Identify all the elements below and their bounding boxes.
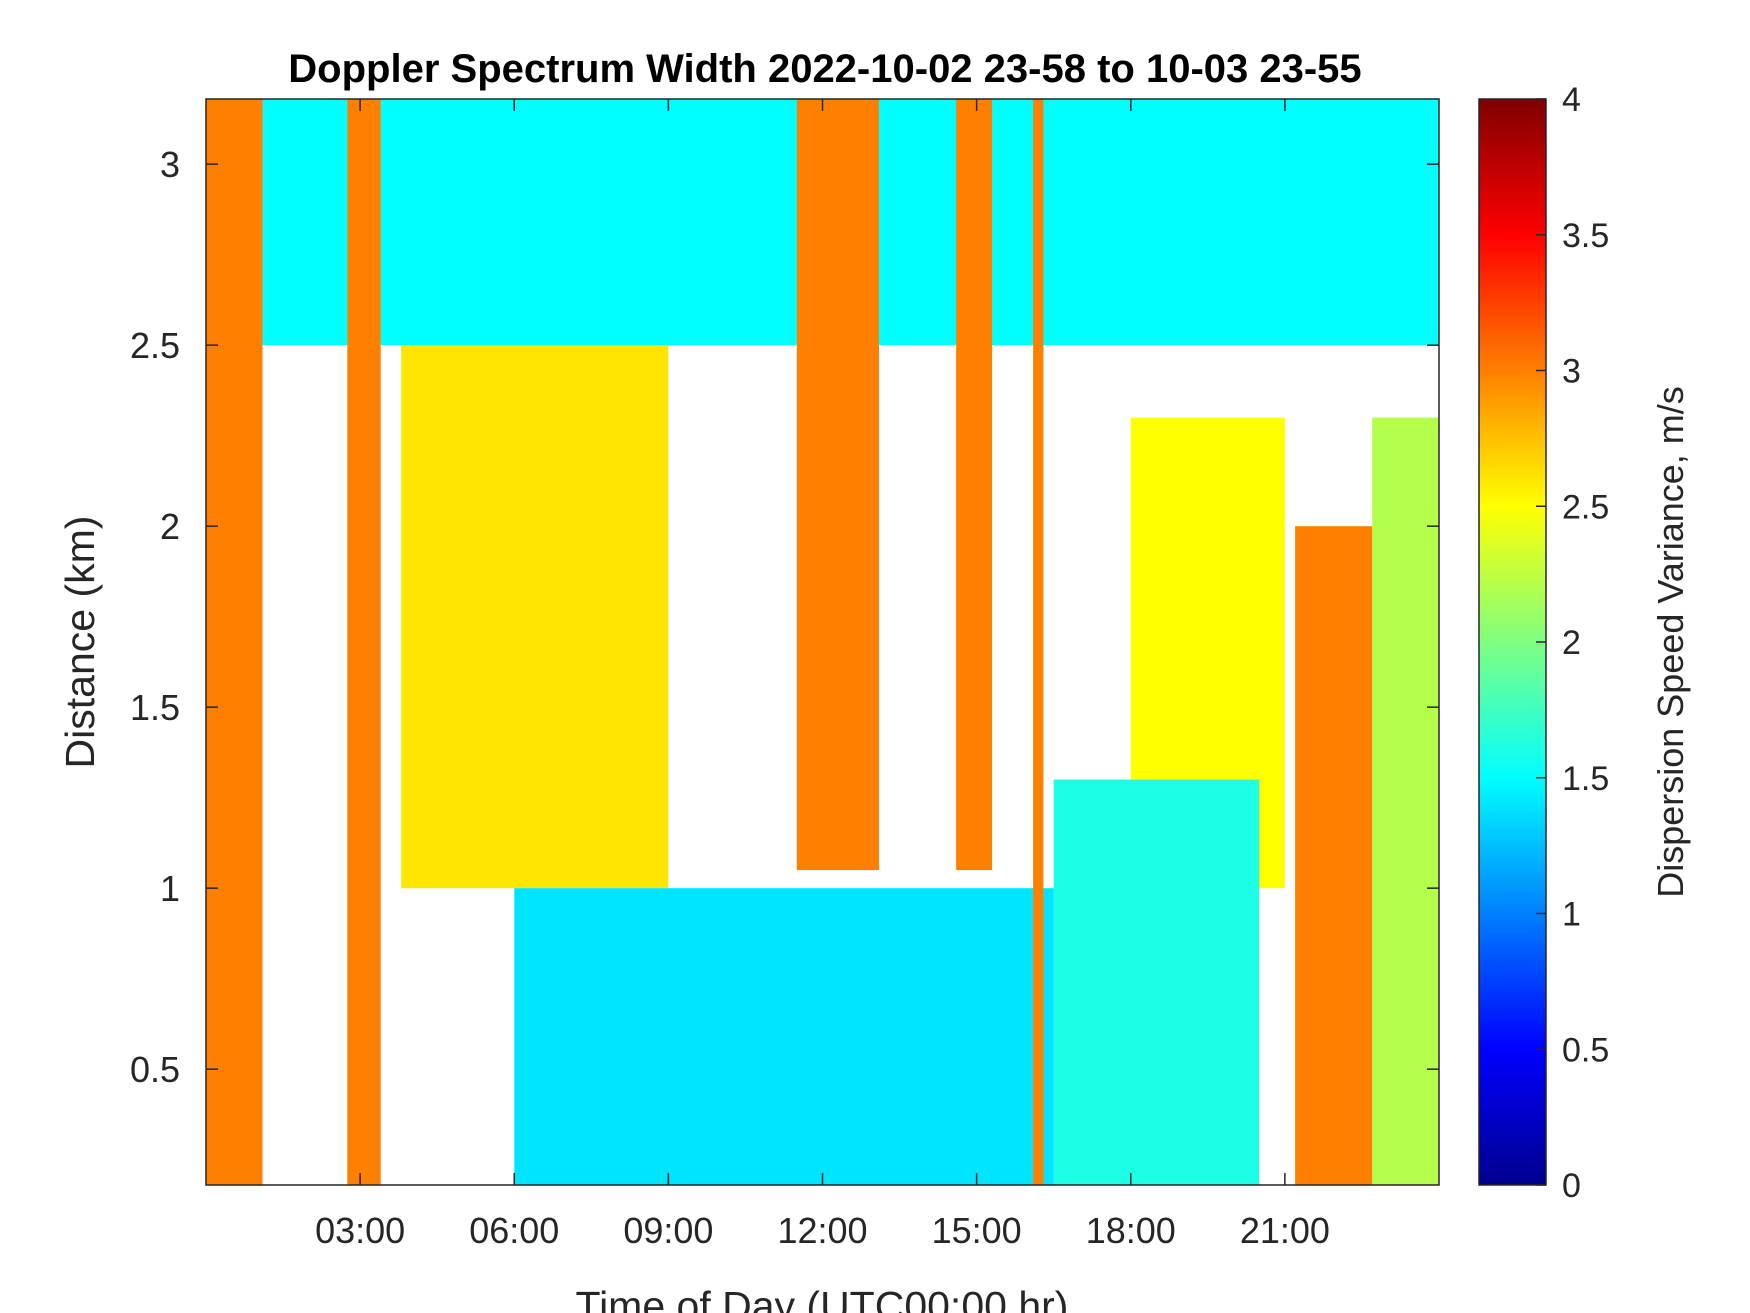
colorbar-gradient bbox=[1478, 98, 1547, 1186]
y-tick-label: 3 bbox=[160, 144, 180, 185]
x-tick-label: 03:00 bbox=[315, 1210, 405, 1251]
x-axis-ticks: 03:00 06:00 09:00 12:00 15:00 18:00 21:00 bbox=[315, 99, 1330, 1251]
heatmap-cell bbox=[514, 888, 1054, 1185]
y-tick-label: 1.5 bbox=[130, 687, 180, 728]
colorbar-tick-label: 3.5 bbox=[1562, 217, 1609, 255]
y-axis-label: Distance (km) bbox=[57, 516, 103, 769]
colorbar-tick-label: 1 bbox=[1562, 896, 1581, 934]
x-axis-label: Time of Day (UTC00:00 hr) bbox=[576, 1283, 1069, 1313]
colorbar-tick-label: 0.5 bbox=[1562, 1031, 1609, 1069]
colorbar-tick-label: 2.5 bbox=[1562, 488, 1609, 526]
x-tick-label: 06:00 bbox=[469, 1210, 559, 1251]
y-axis-ticks: 0.5 1 1.5 2 2.5 3 bbox=[130, 144, 1439, 1090]
colorbar-tick-label: 4 bbox=[1562, 81, 1581, 119]
heatmap-cell bbox=[956, 99, 993, 871]
colorbar-ticks: 0 0.5 1 1.5 2 2.5 3 3.5 4 bbox=[1536, 81, 1609, 1205]
heatmap-cell bbox=[1295, 526, 1373, 1185]
x-tick-label: 15:00 bbox=[932, 1210, 1022, 1251]
heatmap-cell bbox=[1372, 417, 1439, 1185]
heatmap-cell bbox=[1053, 779, 1260, 1185]
x-tick-label: 09:00 bbox=[623, 1210, 713, 1251]
colorbar-tick-label: 2 bbox=[1562, 624, 1581, 662]
chart-title: Doppler Spectrum Width 2022-10-02 23-58 … bbox=[288, 47, 1361, 91]
y-tick-label: 0.5 bbox=[130, 1049, 180, 1090]
heatmap-cell bbox=[796, 99, 879, 871]
colorbar-tick-label: 0 bbox=[1562, 1167, 1581, 1205]
colorbar: 0 0.5 1 1.5 2 2.5 3 3.5 4 Dispersion Speed Varia… bbox=[1478, 81, 1691, 1205]
heatmap-cells bbox=[206, 99, 1439, 1185]
y-tick-label: 2.5 bbox=[130, 325, 180, 366]
heatmap-cell bbox=[401, 345, 669, 889]
y-tick-label: 1 bbox=[160, 868, 180, 909]
x-tick-label: 12:00 bbox=[777, 1210, 867, 1251]
heatmap-cell bbox=[1033, 99, 1044, 1185]
heatmap-cell bbox=[347, 99, 381, 1185]
heatmap-cell bbox=[206, 99, 263, 1185]
colorbar-label: Dispersion Speed Variance, m/s bbox=[1650, 386, 1691, 898]
x-tick-label: 18:00 bbox=[1086, 1210, 1176, 1251]
x-tick-label: 21:00 bbox=[1240, 1210, 1330, 1251]
plot-area: 03:00 06:00 09:00 12:00 15:00 18:00 21:00 0.5 1… bbox=[130, 98, 1440, 1251]
y-tick-label: 2 bbox=[160, 506, 180, 547]
colorbar-tick-label: 3 bbox=[1562, 353, 1581, 391]
colorbar-tick-label: 1.5 bbox=[1562, 760, 1609, 798]
